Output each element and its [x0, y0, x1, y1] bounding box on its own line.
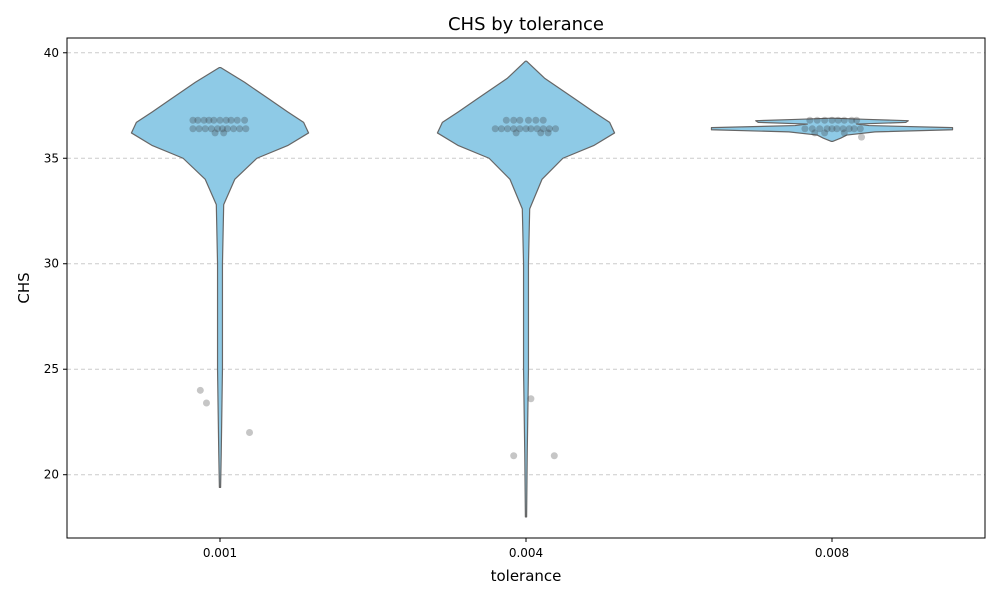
data-point — [806, 116, 814, 124]
data-point — [210, 116, 218, 124]
data-point — [828, 125, 836, 133]
data-point — [550, 452, 558, 460]
data-point — [227, 116, 235, 124]
data-point — [504, 125, 512, 133]
data-point — [545, 125, 553, 133]
data-point — [853, 116, 861, 124]
data-point — [801, 125, 809, 133]
data-point — [516, 125, 524, 133]
data-point — [223, 125, 231, 133]
data-point — [202, 399, 210, 407]
data-point — [510, 125, 518, 133]
data-point — [189, 125, 197, 133]
data-point — [241, 116, 249, 124]
data-point — [189, 116, 197, 124]
data-point — [242, 125, 250, 133]
data-point — [552, 125, 560, 133]
violins — [130, 60, 954, 518]
x-tick-label: 0.001 — [203, 546, 237, 560]
data-point — [200, 116, 208, 124]
data-point — [858, 133, 866, 141]
data-point — [537, 129, 545, 137]
data-point — [201, 125, 209, 133]
data-point — [246, 429, 254, 437]
data-point — [516, 116, 524, 124]
data-point — [207, 125, 215, 133]
data-point — [845, 125, 853, 133]
data-point — [214, 125, 222, 133]
chart-title: CHS by tolerance — [448, 14, 604, 35]
x-tick-label: 0.008 — [815, 546, 849, 560]
data-point — [211, 129, 219, 137]
data-point — [220, 129, 228, 137]
data-point — [856, 125, 864, 133]
data-point — [512, 129, 520, 137]
data-point — [544, 129, 552, 137]
data-point — [497, 125, 505, 133]
data-point — [194, 116, 202, 124]
data-point — [510, 452, 518, 460]
y-tick-label: 20 — [44, 468, 59, 482]
data-point — [850, 125, 858, 133]
violin-0.004 — [436, 60, 616, 518]
data-point — [833, 125, 841, 133]
data-point — [195, 125, 203, 133]
data-point — [236, 125, 244, 133]
data-point — [218, 125, 226, 133]
x-ticks: 0.001 0.004 0.008 — [203, 538, 849, 560]
violin-0.008 — [710, 117, 954, 142]
data-point — [848, 116, 856, 124]
data-point — [823, 125, 831, 133]
data-points — [189, 116, 866, 460]
y-tick-label: 30 — [44, 257, 59, 271]
data-point — [821, 129, 829, 137]
data-point — [811, 129, 819, 137]
y-axis-label: CHS — [15, 272, 33, 303]
y-tick-label: 40 — [44, 46, 59, 60]
data-point — [527, 395, 535, 403]
data-point — [533, 125, 541, 133]
data-point — [233, 116, 241, 124]
data-point — [539, 116, 547, 124]
data-point — [196, 386, 204, 394]
data-point — [502, 116, 510, 124]
x-tick-label: 0.004 — [509, 546, 543, 560]
data-point — [230, 125, 238, 133]
data-point — [222, 116, 230, 124]
data-point — [510, 116, 518, 124]
x-axis-label: tolerance — [491, 567, 562, 585]
data-point — [527, 125, 535, 133]
data-point — [522, 125, 530, 133]
data-point — [539, 125, 547, 133]
data-point — [816, 125, 824, 133]
data-point — [840, 116, 848, 124]
data-point — [813, 116, 821, 124]
data-point — [828, 116, 836, 124]
data-point — [834, 116, 842, 124]
data-point — [839, 125, 847, 133]
data-point — [205, 116, 213, 124]
y-ticks: 20 25 30 35 40 — [44, 46, 67, 482]
violin-0.001 — [130, 66, 310, 488]
data-point — [216, 116, 224, 124]
data-point — [821, 116, 829, 124]
y-tick-label: 35 — [44, 151, 59, 165]
data-point — [840, 129, 848, 137]
data-point — [532, 116, 540, 124]
data-point — [524, 116, 532, 124]
data-point — [808, 125, 816, 133]
data-point — [491, 125, 499, 133]
y-tick-label: 25 — [44, 362, 59, 376]
